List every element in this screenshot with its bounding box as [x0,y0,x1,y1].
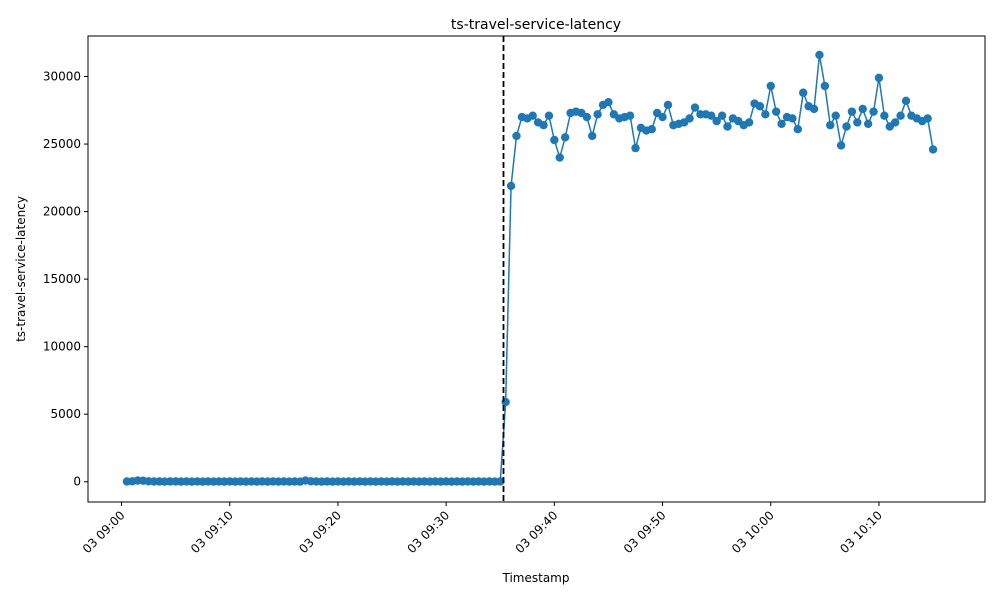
data-point-71 [506,181,516,191]
data-point-128 [815,50,824,60]
y-axis: 0 5000 10000 15000 20000 25000 30000 [43,70,88,489]
x-tick-label: 03 09:50 [621,508,669,556]
data-point-143 [896,111,905,120]
data-point-105 [690,103,700,112]
y-tick-label: 30000 [43,70,81,84]
data-point-108 [707,111,716,120]
data-point-115 [744,118,754,127]
plot-area [122,36,938,502]
data-point-130 [826,120,835,130]
data-point-134 [847,107,857,116]
data-point-75 [528,111,537,120]
data-point-140 [880,111,889,120]
data-point-119 [766,81,775,91]
data-point-111 [723,122,732,131]
data-point-144 [901,96,911,106]
y-tick-label: 10000 [43,340,81,354]
x-tick-label: 03 09:10 [188,508,236,556]
data-point-97 [647,125,656,134]
data-point-78 [544,111,554,120]
data-point-94 [631,143,640,153]
data-point-87 [593,110,602,119]
data-point-86 [588,131,597,141]
x-tick-label: 03 10:10 [837,508,885,556]
data-point-137 [863,119,873,128]
y-tick-label: 25000 [43,137,81,151]
data-point-136 [858,104,867,114]
x-tick-label: 03 09:00 [80,508,128,556]
data-point-99 [658,112,667,122]
data-point-100 [663,100,673,110]
data-point-148 [923,114,932,123]
data-point-89 [604,97,613,107]
y-tick-label: 5000 [50,407,81,421]
data-point-77 [539,120,548,130]
data-point-129 [820,81,830,91]
data-point-142 [890,118,900,127]
data-point-139 [874,73,884,83]
data-point-125 [799,88,808,97]
x-axis: 03 09:00 03 09:10 03 09:20 03 09:30 03 09:40… [80,502,885,556]
data-point-135 [853,118,862,127]
data-point-80 [555,153,564,162]
x-tick-label: 03 10:00 [729,508,777,556]
data-point-120 [771,107,781,116]
data-point-69 [496,477,505,486]
data-point-149 [928,145,938,154]
y-axis-label: ts-travel-service-latency [14,196,28,342]
data-point-121 [777,119,786,128]
data-point-132 [836,141,846,150]
chart-title: ts-travel-service-latency [451,17,621,33]
data-point-72 [512,131,521,141]
data-point-81 [560,133,570,142]
data-point-118 [761,110,770,119]
data-point-131 [831,111,840,120]
data-point-110 [717,111,727,120]
data-point-104 [685,114,694,123]
data-point-117 [755,102,765,111]
y-tick-label: 15000 [43,272,81,286]
data-point-133 [842,122,851,131]
data-point-93 [625,111,635,120]
data-point-127 [809,104,819,114]
data-point-138 [869,107,878,116]
data-point-124 [793,125,803,134]
y-tick-label: 20000 [43,205,81,219]
x-tick-label: 03 09:40 [513,508,561,556]
plot-frame [87,35,986,503]
y-tick-label: 0 [73,475,81,489]
x-tick-label: 03 09:20 [296,508,344,556]
x-tick-label: 03 09:30 [404,508,452,556]
x-axis-label: Timestamp [502,571,570,585]
data-point-79 [550,135,559,145]
data-point-123 [788,114,797,123]
data-point-109 [712,116,721,126]
data-point-85 [582,112,592,122]
